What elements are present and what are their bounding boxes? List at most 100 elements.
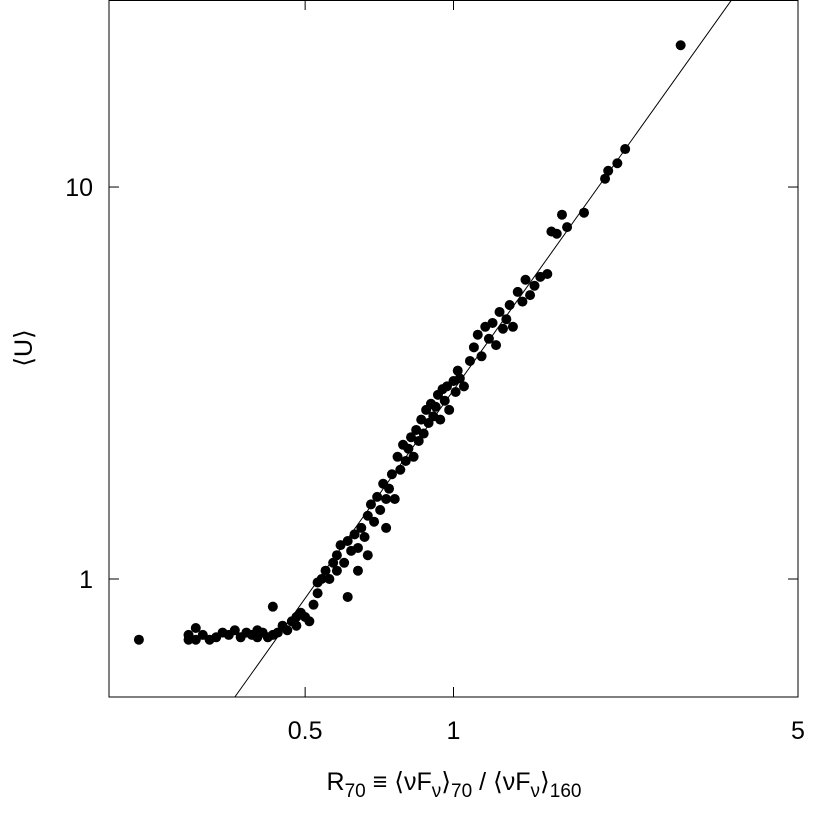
data-point	[406, 432, 417, 443]
y-tick-label: 10	[65, 174, 93, 202]
data-point	[562, 222, 573, 233]
data-point	[491, 340, 502, 351]
data-point	[403, 443, 414, 454]
data-point	[501, 314, 512, 325]
x-label-subscript: 70	[345, 781, 366, 802]
data-point	[483, 333, 494, 344]
data-point	[600, 173, 611, 184]
x-tick-label: 1	[447, 717, 461, 745]
data-point	[356, 522, 367, 533]
data-point	[472, 329, 483, 340]
data-point	[375, 504, 386, 515]
data-point	[352, 565, 363, 576]
data-point	[556, 209, 567, 220]
data-point	[384, 483, 395, 494]
data-point	[497, 323, 508, 334]
data-point	[542, 268, 553, 279]
data-point	[468, 342, 479, 353]
data-point	[439, 395, 450, 406]
x-label-text: R	[327, 768, 345, 796]
data-point	[316, 574, 327, 585]
data-point	[229, 625, 240, 636]
data-point	[392, 451, 403, 462]
data-point	[458, 381, 469, 392]
data-point	[381, 522, 392, 533]
data-point	[579, 207, 590, 218]
x-label-subscript: ν	[432, 781, 442, 802]
data-point	[267, 601, 278, 612]
data-point	[464, 355, 475, 366]
data-point	[389, 493, 400, 504]
data-point	[190, 622, 201, 633]
data-point	[291, 620, 302, 631]
data-point	[494, 306, 505, 317]
data-point	[381, 493, 392, 504]
data-point	[331, 565, 342, 576]
data-point	[507, 321, 518, 332]
data-point	[324, 574, 335, 585]
data-point	[372, 491, 383, 502]
data-point	[504, 300, 515, 311]
data-point	[603, 165, 614, 176]
data-point	[312, 588, 323, 599]
data-point	[362, 510, 373, 521]
data-point	[331, 550, 342, 561]
y-axis-label: ⟨U⟩	[10, 329, 38, 367]
data-point	[342, 591, 353, 602]
data-point	[675, 40, 686, 51]
data-point	[400, 456, 411, 467]
data-point	[620, 144, 631, 155]
data-point	[308, 599, 319, 610]
x-axis-label: R70 ≡ ⟨νFν⟩70 / ⟨νFν⟩160	[327, 768, 582, 802]
data-point	[487, 317, 498, 328]
data-point	[435, 414, 446, 425]
x-label-text: / ⟨νF	[472, 768, 530, 796]
data-point	[454, 373, 465, 384]
data-point	[512, 286, 523, 297]
data-point	[529, 280, 540, 291]
data-point	[476, 351, 487, 362]
data-point	[395, 464, 406, 475]
data-point	[369, 516, 380, 527]
x-label-text: ⟩	[441, 768, 451, 796]
data-point	[430, 401, 441, 412]
data-point	[183, 634, 194, 645]
data-point	[413, 435, 424, 446]
data-point	[282, 625, 293, 636]
x-label-text: ≡ ⟨νF	[366, 768, 432, 796]
x-label-text: ⟩	[540, 768, 550, 796]
data-point	[133, 634, 144, 645]
data-point	[304, 616, 315, 627]
x-tick-label: 5	[791, 717, 805, 745]
data-point	[352, 542, 363, 553]
x-label-subscript: ν	[531, 781, 541, 802]
data-point	[418, 428, 429, 439]
data-point	[190, 634, 201, 645]
data-point	[411, 424, 422, 435]
data-point	[450, 386, 461, 397]
y-tick-label: 1	[79, 566, 93, 594]
x-tick-label: 0.5	[288, 717, 323, 745]
fit-line	[234, 0, 733, 697]
data-point	[386, 469, 397, 480]
data-point	[612, 158, 623, 169]
data-point	[362, 550, 373, 561]
data-point	[320, 565, 331, 576]
x-label-subscript: 70	[451, 781, 472, 802]
data-point	[339, 557, 350, 568]
data-point	[349, 529, 360, 540]
data-point	[365, 499, 376, 510]
data-point	[525, 290, 536, 301]
plot-frame	[108, 0, 799, 698]
plot-area	[133, 0, 733, 697]
data-point	[328, 557, 339, 568]
data-point	[408, 451, 419, 462]
data-point	[551, 228, 562, 239]
data-point	[452, 365, 463, 376]
x-label-subscript: 160	[550, 781, 582, 802]
data-point	[342, 536, 353, 547]
data-point	[444, 404, 455, 415]
data-point	[359, 531, 370, 542]
data-point	[517, 296, 528, 307]
